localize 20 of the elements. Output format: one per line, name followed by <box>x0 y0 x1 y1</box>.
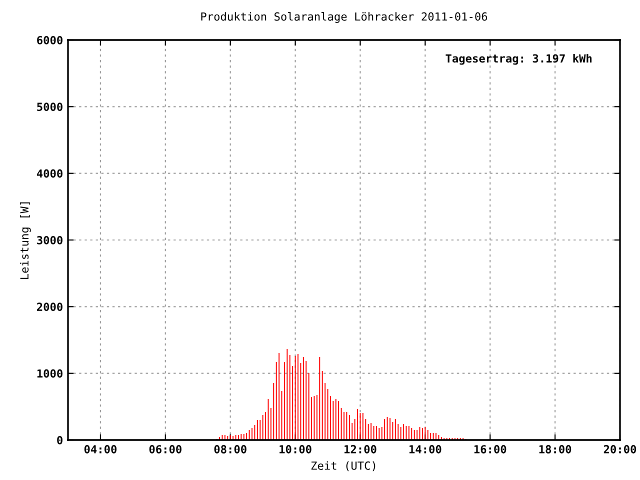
x-tick-label: 16:00 <box>474 445 506 454</box>
y-tick-label: 4000 <box>36 169 62 178</box>
y-tick-label: 6000 <box>37 36 62 44</box>
chart-title: Produktion Solaranlage Löhracker 2011-01-06 <box>201 12 488 23</box>
y-tick-label: 2000 <box>37 302 62 312</box>
x-tick-label: 06:00 <box>149 445 182 454</box>
y-tick-label: 0 <box>57 436 62 444</box>
y-tick-label: 3000 <box>37 236 62 244</box>
y-tick-label: 5000 <box>37 102 62 112</box>
x-tick-label: 04:00 <box>84 445 117 454</box>
x-tick-label: 10:00 <box>280 445 312 454</box>
x-axis-title: Zeit (UTC) <box>311 461 376 472</box>
x-tick-label: 14:00 <box>409 445 442 454</box>
annotation: Tagesertrag: 3.197 kWh <box>446 54 592 65</box>
x-tick-label: 18:00 <box>539 445 572 454</box>
y-axis-title: Leistung [W] <box>20 202 31 279</box>
x-tick-label: 20:00 <box>604 445 636 454</box>
x-tick-label: 12:00 <box>344 445 376 454</box>
y-tick-label: 1000 <box>37 369 62 378</box>
x-tick-label: 08:00 <box>214 445 246 454</box>
